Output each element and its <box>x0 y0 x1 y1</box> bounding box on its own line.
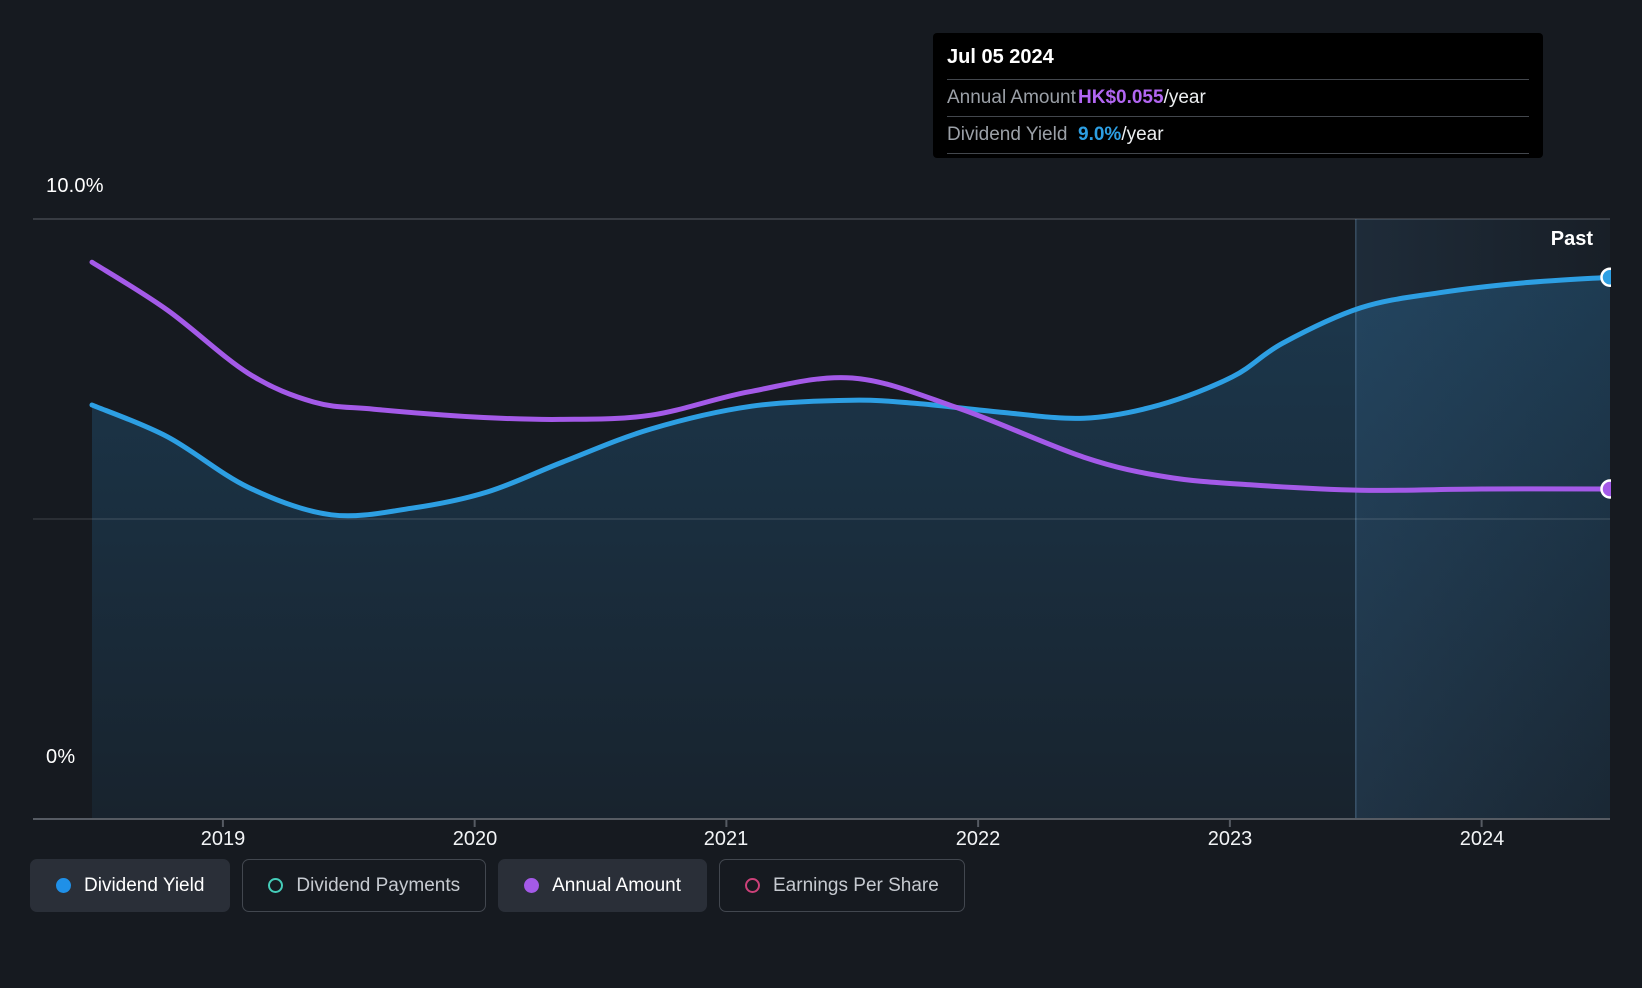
chart-tooltip: Jul 05 2024 Annual Amount HK$0.055/year … <box>933 33 1543 158</box>
tooltip-row-suffix: /year <box>1163 87 1206 108</box>
legend-toggle-annual-amount[interactable]: Annual Amount <box>498 859 707 912</box>
legend-label: Dividend Yield <box>84 874 205 896</box>
past-region-label: Past <box>1550 228 1593 250</box>
plot-right-margin <box>1611 0 1642 988</box>
x-axis-label-2024: 2024 <box>1459 828 1505 850</box>
tooltip-row-value: HK$0.055 <box>1078 87 1164 108</box>
x-axis-label-2020: 2020 <box>452 828 498 850</box>
x-axis-label-2022: 2022 <box>955 828 1001 850</box>
tooltip-row-dividend-yield: Dividend Yield 9.0%/year <box>947 116 1529 154</box>
tooltip-row-label: Annual Amount <box>947 87 1076 108</box>
dividend-payments-marker-icon <box>268 878 284 893</box>
tooltip-date: Jul 05 2024 <box>947 46 1054 68</box>
tooltip-row-suffix: /year <box>1121 124 1164 145</box>
annual-amount-line <box>89 259 1613 493</box>
tooltip-row-label: Dividend Yield <box>947 124 1068 145</box>
legend-toggle-earnings-per-share[interactable]: Earnings Per Share <box>719 859 965 912</box>
y-axis-label-top: 10.0% <box>46 175 104 197</box>
dividend-yield-line <box>89 274 1613 519</box>
tooltip-row-value: 9.0% <box>1078 124 1122 145</box>
annual-amount-marker-icon <box>524 878 540 893</box>
x-axis-label-2021: 2021 <box>703 828 749 850</box>
dividend-yield-marker-icon <box>56 878 71 893</box>
past-region-band <box>1355 219 1610 819</box>
earnings-per-share-marker-icon <box>745 878 760 893</box>
legend-label: Dividend Payments <box>296 874 461 896</box>
legend-label: Annual Amount <box>552 874 681 896</box>
tooltip-row-annual-amount: Annual Amount HK$0.055/year <box>947 79 1529 116</box>
dividend-yield-area <box>92 277 1610 819</box>
x-axis-label-2023: 2023 <box>1207 828 1253 850</box>
y-axis-label-bottom: 0% <box>46 746 76 768</box>
legend-toggle-dividend-yield[interactable]: Dividend Yield <box>30 859 231 912</box>
legend-label: Earnings Per Share <box>773 874 939 896</box>
legend: Dividend Yield Dividend Payments Annual Am… <box>30 859 965 912</box>
legend-toggle-dividend-payments[interactable]: Dividend Payments <box>242 859 487 912</box>
x-axis-label-2019: 2019 <box>200 828 246 850</box>
